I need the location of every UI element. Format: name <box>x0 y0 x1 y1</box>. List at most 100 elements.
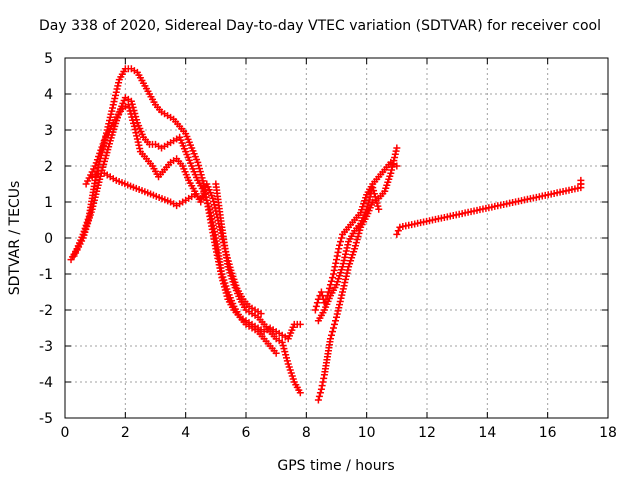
data-point <box>328 328 336 336</box>
chart-title: Day 338 of 2020, Sidereal Day-to-day VTE… <box>39 18 601 34</box>
data-point <box>315 392 323 400</box>
data-point <box>195 165 203 173</box>
y-tick-label: 4 <box>44 87 53 103</box>
series-track-b <box>70 94 280 357</box>
data-point <box>374 202 382 210</box>
data-point <box>393 144 401 152</box>
data-point <box>341 253 349 261</box>
data-point <box>112 91 120 99</box>
grid-layer <box>65 58 608 418</box>
data-point <box>330 266 338 274</box>
data-point <box>127 97 135 105</box>
data-point <box>314 396 322 404</box>
x-tick-label: 12 <box>418 425 436 441</box>
data-point <box>326 281 334 289</box>
x-tick-label: 16 <box>539 425 557 441</box>
data-point <box>339 288 347 296</box>
y-tick-label: 0 <box>44 231 53 247</box>
data-point <box>98 143 106 151</box>
y-tick-label: -1 <box>39 267 53 283</box>
y-tick-label: 3 <box>44 123 53 139</box>
data-point <box>96 149 104 157</box>
data-point <box>127 110 135 118</box>
data-point <box>126 107 134 115</box>
data-point <box>115 79 123 87</box>
data-point <box>329 324 337 332</box>
x-tick-label: 2 <box>121 425 130 441</box>
data-point <box>129 116 137 124</box>
data-point <box>335 304 343 312</box>
data-point <box>373 199 381 207</box>
data-point <box>336 241 344 249</box>
data-point <box>392 147 400 155</box>
data-point <box>282 351 290 359</box>
data-point <box>338 234 346 242</box>
x-tick-label: 10 <box>358 425 376 441</box>
data-point <box>134 138 142 146</box>
data-point <box>194 158 202 166</box>
data-point <box>131 126 139 134</box>
x-tick-label: 0 <box>61 425 70 441</box>
data-point <box>320 374 328 382</box>
data-point <box>313 299 321 307</box>
series-track-h <box>314 184 383 325</box>
data-point <box>351 245 359 253</box>
data-point <box>339 285 347 293</box>
data-point <box>326 335 334 343</box>
data-point <box>394 227 402 235</box>
data-point <box>338 291 346 299</box>
data-point <box>371 193 379 201</box>
data-point <box>283 357 291 365</box>
data-point <box>370 187 378 195</box>
data-point <box>317 385 325 393</box>
data-point <box>111 95 119 102</box>
y-tick-label: -5 <box>39 411 53 427</box>
data-point <box>280 345 288 353</box>
data-point <box>195 161 203 169</box>
data-point <box>278 338 286 346</box>
data-point <box>327 277 335 285</box>
data-point <box>344 241 352 249</box>
y-tick-label: 5 <box>44 51 53 67</box>
data-point <box>328 274 336 282</box>
data-point <box>135 141 143 149</box>
data-point <box>342 272 350 280</box>
data-point <box>337 294 345 302</box>
data-point <box>296 320 304 328</box>
data-point <box>196 168 204 176</box>
data-point <box>340 282 348 290</box>
data-point <box>136 144 144 152</box>
data-point <box>132 129 140 137</box>
x-axis-title: GPS time / hours <box>277 458 394 474</box>
data-point <box>333 252 341 260</box>
data-point <box>109 101 117 109</box>
data-point <box>341 279 349 287</box>
data-point <box>210 198 218 206</box>
series-track-f <box>314 144 401 404</box>
data-point <box>197 194 205 202</box>
data-point <box>272 349 280 357</box>
data-point <box>372 196 380 204</box>
x-tick-label: 4 <box>181 425 190 441</box>
data-point <box>197 171 205 179</box>
data-point <box>339 260 347 268</box>
data-point <box>333 313 340 321</box>
data-point <box>124 101 132 109</box>
data-point <box>281 348 289 356</box>
data-point <box>340 257 348 264</box>
data-point <box>319 378 327 386</box>
data-point <box>133 135 141 143</box>
y-tick-label: -4 <box>39 375 53 391</box>
data-point <box>92 159 100 167</box>
data-point <box>211 204 219 212</box>
series-isolated <box>393 176 585 238</box>
x-tick-label: 8 <box>302 425 311 441</box>
data-point <box>279 341 287 349</box>
points-layer <box>67 65 585 404</box>
y-tick-label: 1 <box>44 195 53 211</box>
series-track-g <box>311 158 401 314</box>
data-point <box>387 169 395 177</box>
data-point <box>97 146 105 154</box>
